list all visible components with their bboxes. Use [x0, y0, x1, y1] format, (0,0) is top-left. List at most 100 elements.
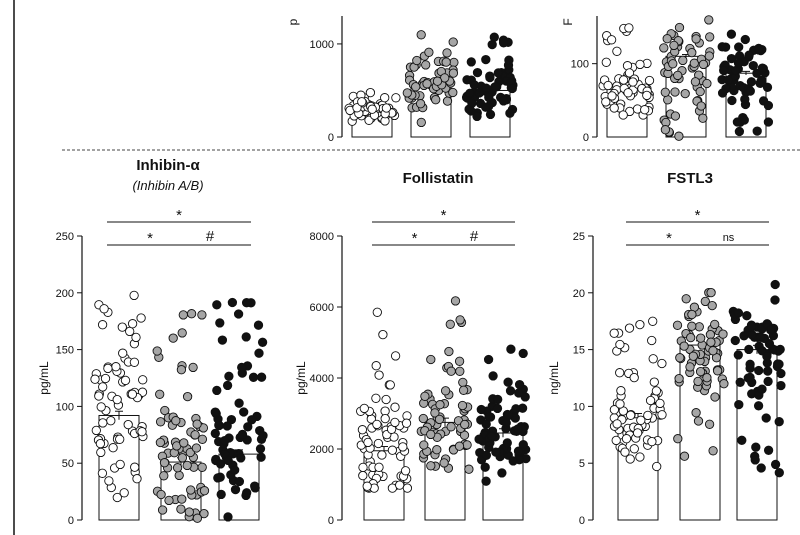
data-point-inhibin — [96, 402, 106, 412]
data-point-follistatin — [363, 437, 373, 448]
data-point-fstl3 — [739, 331, 749, 341]
data-point-fstl3 — [621, 434, 632, 444]
data-point-fstl3 — [649, 377, 659, 387]
panel-follistatin: 0 2000 4000 6000 8000 pg/mL * # * — [294, 207, 531, 527]
data-point-fstl3 — [734, 399, 744, 410]
data-point-follistatin — [398, 442, 408, 452]
data-point-fstl3 — [763, 366, 773, 376]
y-tick-label-top-mid: 0 — [328, 132, 334, 144]
data-point-top-right — [740, 34, 750, 45]
fstl3-title: FSTL3 — [667, 170, 713, 187]
data-point-follistatin — [419, 440, 429, 450]
data-point-fstl3 — [763, 376, 773, 387]
data-point-fstl3 — [751, 442, 761, 452]
data-point-inhibin — [172, 463, 183, 473]
data-point-follistatin — [484, 411, 494, 422]
data-point-inhibin — [155, 389, 165, 399]
data-point-fstl3 — [742, 311, 752, 321]
data-point-inhibin — [230, 465, 240, 475]
data-point-follistatin — [395, 480, 405, 490]
y-tick-label-follistatin: 6000 — [310, 302, 334, 314]
data-point-inhibin — [248, 372, 259, 382]
data-point-top-mid — [472, 111, 482, 122]
data-point-top-right — [660, 125, 671, 135]
data-point-follistatin — [508, 456, 518, 466]
data-point-inhibin — [247, 415, 257, 425]
data-point-follistatin — [418, 413, 428, 424]
data-point-inhibin — [250, 481, 260, 491]
data-point-inhibin — [230, 484, 241, 495]
significance-label-inhibin: # — [206, 228, 215, 245]
data-point-top-right — [763, 100, 774, 111]
data-point-fstl3 — [643, 410, 653, 421]
data-point-inhibin — [237, 430, 248, 440]
data-point-follistatin — [445, 319, 455, 329]
data-point-follistatin — [372, 307, 382, 317]
y-axis-label-follistatin: pg/mL — [294, 361, 308, 395]
data-point-top-mid — [380, 93, 390, 103]
data-point-inhibin — [123, 419, 133, 430]
data-point-fstl3 — [774, 468, 784, 478]
data-point-follistatin — [446, 422, 456, 432]
data-point-top-mid — [448, 37, 458, 47]
data-point-top-right — [763, 117, 774, 127]
significance-label-follistatin: # — [470, 228, 479, 245]
y-tick-label-inhibin: 100 — [56, 401, 74, 413]
data-point-inhibin — [243, 422, 253, 432]
data-point-top-right — [659, 43, 669, 53]
data-point-top-right — [695, 86, 705, 97]
data-point-fstl3 — [775, 344, 785, 355]
data-point-inhibin — [164, 495, 174, 506]
y-axis-label-inhibin: pg/mL — [37, 361, 51, 395]
data-point-fstl3 — [750, 455, 760, 465]
data-point-follistatin — [432, 445, 442, 455]
data-point-inhibin — [168, 333, 178, 343]
data-point-follistatin — [464, 464, 474, 474]
data-point-fstl3 — [657, 358, 667, 369]
data-point-inhibin — [258, 430, 268, 441]
data-point-fstl3 — [609, 405, 620, 415]
y-axis-label-top-right: F — [561, 18, 575, 25]
data-point-fstl3 — [655, 398, 665, 409]
y-tick-label-inhibin: 0 — [68, 515, 74, 527]
data-point-top-right — [746, 77, 757, 87]
data-point-inhibin — [108, 443, 118, 453]
data-point-top-right — [607, 91, 617, 101]
data-point-inhibin — [215, 318, 225, 328]
data-point-follistatin — [385, 380, 395, 390]
data-point-top-right — [691, 34, 701, 44]
data-point-fstl3 — [615, 368, 625, 378]
data-point-fstl3 — [702, 373, 712, 383]
data-point-fstl3 — [744, 344, 754, 355]
data-point-inhibin — [233, 309, 244, 319]
data-point-follistatin — [513, 424, 523, 434]
data-point-top-right — [680, 88, 690, 99]
data-point-top-right — [752, 126, 762, 136]
data-point-top-mid — [469, 80, 480, 90]
data-point-follistatin — [390, 417, 400, 428]
data-point-top-mid — [442, 48, 452, 58]
data-point-fstl3 — [745, 363, 755, 373]
data-point-inhibin — [216, 489, 226, 500]
data-point-inhibin — [111, 362, 121, 372]
data-point-inhibin — [129, 357, 140, 367]
data-point-follistatin — [459, 430, 470, 440]
data-point-top-mid — [431, 95, 441, 105]
data-point-follistatin — [374, 462, 384, 472]
data-point-inhibin — [159, 458, 170, 468]
data-point-inhibin — [241, 298, 252, 308]
data-point-follistatin — [514, 379, 525, 390]
data-point-inhibin — [129, 290, 139, 301]
data-point-fstl3 — [733, 350, 743, 360]
data-point-inhibin — [155, 417, 166, 427]
data-point-fstl3 — [733, 308, 744, 318]
data-point-follistatin — [401, 418, 412, 428]
data-point-follistatin — [518, 348, 528, 359]
data-point-top-mid — [504, 55, 514, 65]
data-point-fstl3 — [686, 332, 696, 343]
data-point-inhibin — [199, 486, 210, 496]
data-point-fstl3 — [700, 296, 710, 307]
data-point-follistatin — [371, 361, 381, 371]
y-tick-label-inhibin: 50 — [62, 458, 74, 470]
data-point-fstl3 — [609, 328, 619, 338]
